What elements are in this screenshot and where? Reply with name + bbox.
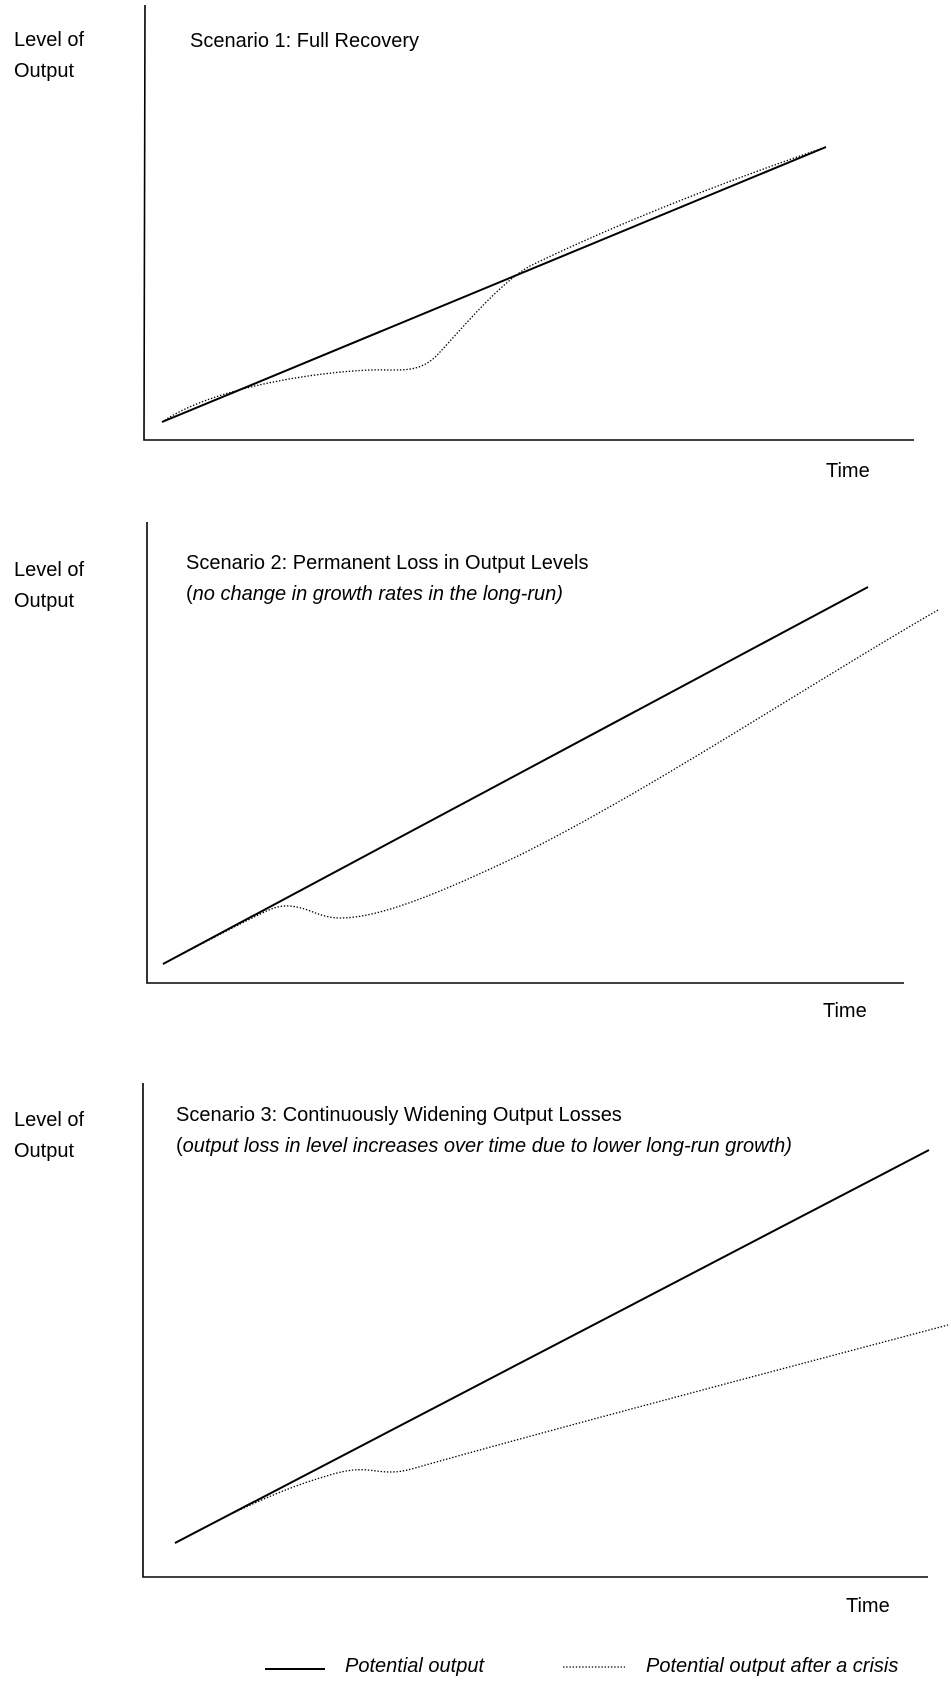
y-axis-label: Level of Output xyxy=(14,555,84,617)
subtitle-text: output loss in level increases over time… xyxy=(182,1135,792,1157)
y-axis-label-line2: Output xyxy=(14,60,75,82)
subtitle-paren: ( xyxy=(186,583,193,605)
scenario-3-potential-output-line xyxy=(174,1149,930,1544)
legend-swatches xyxy=(265,1666,625,1670)
y-axis-label: Level of Output xyxy=(14,25,84,87)
legend-label-post-crisis: Potential output after a crisis xyxy=(646,1655,899,1677)
scenario-3-post-crisis-line xyxy=(174,1324,949,1544)
axes xyxy=(142,4,928,1578)
scenario-3-subtitle: (output loss in level increases over tim… xyxy=(176,1131,792,1162)
scenario-2-subtitle: (no change in growth rates in the long-r… xyxy=(186,579,588,610)
x-axis-label: Time xyxy=(826,460,870,482)
x-axis-label: Time xyxy=(823,1000,867,1022)
scenario-3-axes xyxy=(142,1083,928,1578)
scenario-2-axes xyxy=(146,522,904,984)
scenario-2-post-crisis-line xyxy=(162,609,939,965)
scenario-1-potential-output-line xyxy=(161,146,827,423)
scenario-3-title: Scenario 3: Continuously Widening Output… xyxy=(176,1100,792,1162)
y-axis-label-line1: Level of xyxy=(14,29,85,51)
legend-label-potential-output: Potential output xyxy=(345,1655,484,1677)
y-axis-label-line1: Level of xyxy=(14,559,85,581)
y-axis-label-line1: Level of xyxy=(14,1109,85,1131)
scenario-2-potential-output-line xyxy=(162,586,869,965)
scenario-3-title-text: Scenario 3: Continuously Widening Output… xyxy=(176,1104,622,1126)
legend: Potential output Potential output after … xyxy=(0,1655,951,1685)
subtitle-paren: ( xyxy=(176,1135,183,1157)
scenario-2-title: Scenario 2: Permanent Loss in Output Lev… xyxy=(186,548,588,610)
y-axis-label: Level of Output xyxy=(14,1105,84,1167)
scenario-1-axes xyxy=(143,4,914,441)
y-axis-label-line2: Output xyxy=(14,1140,75,1162)
scenario-1-post-crisis-line xyxy=(161,146,827,423)
subtitle-text: no change in growth rates in the long-ru… xyxy=(192,583,563,605)
x-axis-label: Time xyxy=(846,1595,890,1617)
y-axis-label-line2: Output xyxy=(14,590,75,612)
scenario-2-title-text: Scenario 2: Permanent Loss in Output Lev… xyxy=(186,552,589,574)
scenario-1-title: Scenario 1: Full Recovery xyxy=(190,30,419,52)
